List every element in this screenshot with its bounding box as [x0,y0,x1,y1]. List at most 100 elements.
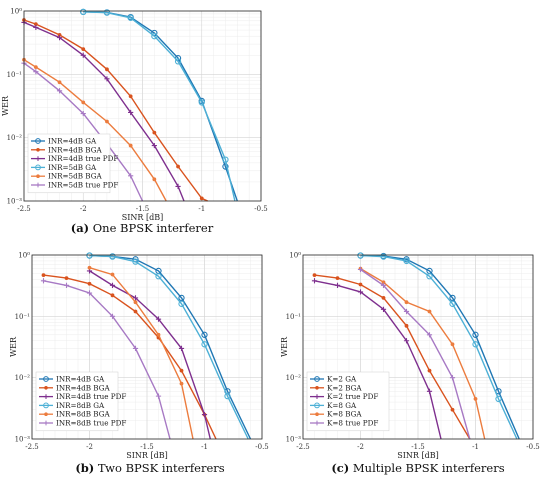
data-point [109,282,116,288]
legend-marker [35,164,41,171]
x-tick-label: -1.5 [411,443,425,451]
data-point [403,338,410,344]
data-point [109,253,116,260]
data-point [155,316,162,322]
legend-label: INR=4dB true PDF [56,392,126,401]
data-point [178,294,185,302]
series-line [89,254,249,440]
data-point [199,196,204,201]
legend-marker [43,402,49,409]
data-point [450,407,455,412]
legend-label: K=8 BGA [327,410,362,419]
legend-marker [314,376,320,382]
legend-marker [314,394,320,399]
data-point [86,252,93,259]
caption-text: Multiple BPSK interferers [349,461,505,475]
data-point [427,309,432,314]
data-point [152,130,157,135]
data-point [222,163,229,170]
data-point [103,9,111,16]
x-tick-label: -0.5 [254,205,268,213]
data-point [128,143,133,148]
legend-label: K=2 GA [327,375,357,384]
x-tick-label: -0.5 [526,443,540,451]
series-line [23,19,208,202]
figure-caption: (b) Two BPSK interferers [75,461,224,475]
series-5 [87,265,194,440]
x-tick-label: -1 [198,205,205,213]
axes-frame [31,254,263,440]
data-point [174,58,182,65]
data-point [56,35,63,41]
data-point [449,300,456,307]
y-tick-label: 10⁰ [18,252,30,260]
data-point [127,14,134,21]
x-tick-label: -1.5 [140,443,154,451]
legend-marker [43,420,49,426]
series-line [360,268,471,440]
caption-text: Two BPSK interferers [94,461,225,475]
data-point [128,173,134,179]
data-point [156,332,161,337]
data-point [178,300,185,307]
data-point [450,342,455,347]
data-point [110,293,115,298]
data-point [80,8,87,15]
series-line [89,267,194,440]
legend-label: INR=4dB true PDF [48,154,118,163]
series-4 [357,252,518,440]
data-point [357,289,364,295]
data-point [449,294,456,302]
legend-box [306,371,390,432]
caption-letter: (a) [71,221,89,235]
y-tick-label: 10⁻³ [7,198,23,206]
legend-marker [314,420,320,426]
data-point [151,33,158,40]
x-tick-label: -2 [86,443,93,451]
chart-panel-2: -2.5 -2 -1.5 -1 -0.5 10⁻³ 10⁻² 10⁻¹ 10⁰ SINR [dB]… [9,252,269,476]
x-tick-label: -2.5 [296,443,310,451]
data-point [57,32,62,37]
data-point [132,345,139,352]
data-point [427,368,432,373]
axes-frame [302,254,534,440]
axes-frame [23,10,262,202]
data-point [380,306,387,312]
data-point [358,282,363,287]
legend-marker [35,138,41,144]
data-point [41,273,46,278]
data-point [426,332,433,338]
data-point [33,65,38,70]
series-4 [80,8,236,202]
data-point [404,323,409,328]
data-point [155,393,162,399]
legend-marker [35,182,41,188]
data-point [152,177,157,182]
data-point [87,265,92,270]
legend-label: INR=4dB GA [48,137,97,146]
data-point [179,381,184,386]
data-point [105,119,109,124]
data-point [201,341,208,348]
series-6 [357,266,471,440]
data-point [86,290,93,296]
data-point [110,272,115,277]
figure-caption: (c) Multiple BPSK interferers [331,461,504,475]
series-line [83,11,236,202]
series-line [314,274,471,440]
data-point [128,94,133,99]
legend-label: INR=8dB BGA [56,410,110,419]
legend-box [35,371,119,432]
x-tick-label: -0.5 [255,443,269,451]
data-point [80,52,86,58]
y-tick-label: 10⁻² [7,134,23,142]
series-5 [358,266,486,440]
legend-label: K=2 BGA [327,383,362,392]
data-point [178,345,185,352]
data-point [357,266,364,273]
data-point [132,258,139,265]
